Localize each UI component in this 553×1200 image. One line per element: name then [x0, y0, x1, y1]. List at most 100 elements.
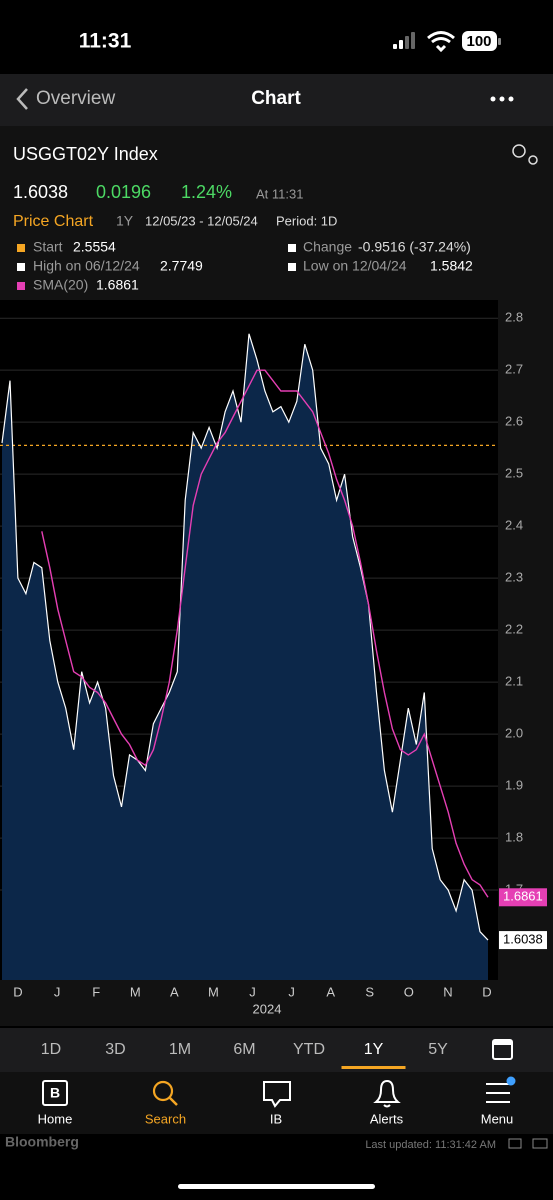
chart-title: Price Chart [13, 213, 94, 230]
home-icon-b: B [50, 1085, 60, 1101]
more-button[interactable] [490, 96, 514, 102]
x-tick-label: D [482, 984, 491, 999]
y-tick-label: 1.9 [505, 778, 523, 793]
timeframe-button[interactable]: 6M [233, 1041, 255, 1058]
price-line [1, 333, 489, 941]
y-tick-label: 2.3 [505, 570, 523, 585]
change-value: -0.9516 (-37.24%) [358, 239, 471, 255]
nav-bar [0, 74, 553, 126]
ticker: USGGT02Y Index [13, 144, 158, 164]
y-tick-label: 2.1 [505, 674, 523, 689]
time: At 11:31 [256, 186, 303, 201]
x-tick-label: M [130, 984, 141, 999]
x-tick-label: J [54, 984, 61, 999]
battery-tip [498, 38, 501, 45]
period: Period: 1D [276, 213, 337, 228]
battery-icon [462, 31, 497, 51]
last-updated: Last updated: 11:31:42 AM [365, 1139, 496, 1151]
sma-line [41, 369, 489, 898]
change-pct: 1.24% [181, 182, 232, 202]
start-swatch [17, 244, 25, 252]
plot: 1.71.81.92.02.12.22.32.42.52.62.72.81.68… [0, 310, 547, 1016]
home-indicator [178, 1184, 375, 1189]
last-value-tag [499, 931, 547, 950]
settings-icon[interactable] [512, 144, 538, 165]
y-tick-label: 2.8 [505, 310, 523, 325]
timeframe-button[interactable]: 3D [105, 1041, 125, 1058]
timeframe-button[interactable]: YTD [293, 1041, 325, 1058]
period-button[interactable]: 1Y [116, 213, 134, 229]
start-label: Start [33, 239, 63, 255]
sma-swatch [17, 282, 25, 290]
y-tick-label: 2.5 [505, 466, 523, 481]
timeframe-button[interactable]: 5Y [428, 1041, 448, 1058]
x-tick-label: S [365, 984, 374, 999]
high-label: High on 06/12/24 [33, 258, 140, 274]
clock: 11:31 [79, 30, 132, 53]
timeframe-button[interactable]: 1Y [364, 1041, 384, 1058]
tab-button[interactable]: Search [145, 1111, 186, 1126]
signal-icon [393, 32, 415, 49]
x-tick-label: J [288, 984, 295, 999]
high-value: 2.7749 [160, 258, 203, 274]
y-tick-label: 2.0 [505, 726, 523, 741]
timeframe-button[interactable]: 1D [41, 1041, 61, 1058]
y-tick-label: 2.2 [505, 622, 523, 637]
menu-badge [506, 1076, 516, 1086]
y-tick-label: 2.7 [505, 362, 523, 377]
timeframes: 1D 3D 1M 6M YTD 1Y 5Y [41, 1041, 448, 1069]
tab-button[interactable]: Alerts [370, 1111, 404, 1126]
tabs: Home Search IB Alerts Menu [38, 1111, 514, 1126]
last-value-tag [499, 888, 547, 907]
timeframe-bar [0, 1028, 553, 1072]
x-tick-label: M [208, 984, 219, 999]
x-tick-label: A [170, 984, 179, 999]
y-tick-label: 2.4 [505, 518, 523, 533]
x-tick-label: F [92, 984, 100, 999]
nav-title: Chart [251, 88, 301, 109]
price-area [2, 333, 488, 980]
low-swatch [288, 263, 296, 271]
home-icon [42, 1080, 68, 1106]
battery-level: 100 [466, 33, 491, 50]
mail-icon[interactable] [532, 1138, 548, 1149]
high-swatch [17, 263, 25, 271]
sma-value: 1.6861 [96, 277, 139, 293]
last-value-label: 1.6861 [503, 889, 543, 904]
timeframe-selected [341, 1066, 406, 1069]
y-tick-label: 2.6 [505, 414, 523, 429]
brand: Bloomberg [5, 1134, 79, 1150]
x-tick-label: O [404, 984, 414, 999]
price: 1.6038 [13, 182, 68, 202]
low-value: 1.5842 [430, 258, 473, 274]
wifi-icon [427, 31, 455, 53]
x-tick-label: A [326, 984, 335, 999]
date-range: 12/05/23 - 12/05/24 [145, 213, 258, 228]
search-icon [152, 1080, 174, 1102]
tab-button[interactable]: Home [38, 1111, 73, 1126]
x-tick-label: N [443, 984, 452, 999]
x-tick-label: J [249, 984, 256, 999]
menu-icon [486, 1083, 510, 1103]
timeframe-button[interactable]: 1M [169, 1041, 191, 1058]
last-value-label: 1.6038 [503, 932, 543, 947]
x-sublabel: 2024 [253, 1001, 282, 1016]
change-label: Change [303, 239, 352, 255]
low-label: Low on 12/04/24 [303, 258, 407, 274]
calendar-icon[interactable] [492, 1039, 513, 1060]
alerts-icon [373, 1079, 401, 1108]
change-swatch [288, 244, 296, 252]
sma-label: SMA(20) [33, 277, 88, 293]
x-tick-label: D [13, 984, 22, 999]
change: 0.0196 [96, 182, 151, 202]
y-tick-label: 1.8 [505, 830, 523, 845]
tab-button[interactable]: IB [270, 1111, 282, 1126]
search-icon-handle [169, 1097, 178, 1106]
chat-icon[interactable] [508, 1138, 522, 1149]
back-button[interactable]: Overview [36, 88, 115, 109]
tab-button[interactable]: Menu [481, 1111, 514, 1126]
back-icon[interactable] [16, 88, 28, 110]
ib-icon [263, 1081, 291, 1108]
